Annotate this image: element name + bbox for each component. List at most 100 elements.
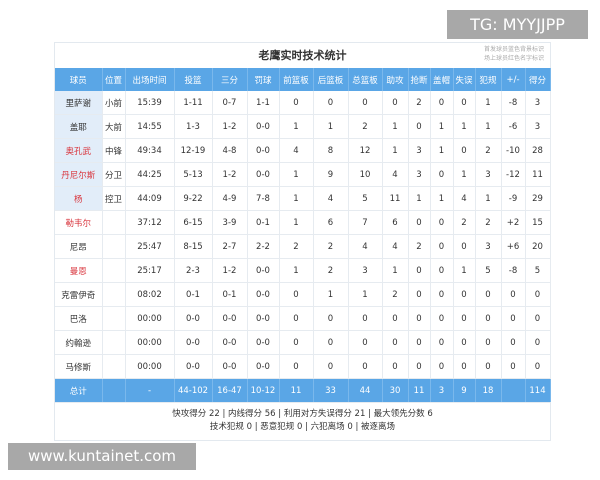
total-cell: 11 [408, 378, 431, 403]
total-cell: 114 [525, 378, 551, 403]
stat-cell: 1 [279, 162, 314, 187]
legend-note-on-court: 场上球员红色名字标识 [483, 55, 544, 62]
total-cell: - [125, 378, 175, 403]
panel-title-text: 老鹰实时技术统计 [258, 49, 347, 62]
stat-cell: 4-8 [212, 138, 248, 163]
stat-cell: 1-11 [174, 91, 213, 115]
stat-cell: 0-0 [174, 330, 213, 355]
total-cell: 30 [382, 378, 409, 403]
player-name[interactable]: 克雷伊奇 [55, 282, 103, 307]
column-header: 前篮板 [279, 68, 314, 91]
player-row: 约翰逊 00:00 0-0 0-0 0-0 0 0 0 0 0 0 0 0 0 0 [55, 330, 551, 355]
column-header: 球员 [55, 68, 103, 91]
stat-cell: 8-15 [174, 234, 213, 259]
stat-cell: 0 [408, 210, 431, 235]
player-name[interactable]: 马修斯 [55, 354, 103, 379]
total-label: 总计 [55, 378, 103, 403]
stat-cell: 25:47 [125, 234, 175, 259]
stat-cell: 2 [313, 234, 349, 259]
stat-cell: 0 [408, 306, 431, 331]
total-cell [501, 378, 526, 403]
stat-cell: 2 [408, 234, 431, 259]
stat-cell: 0 [279, 306, 314, 331]
stat-cell: 0-0 [174, 306, 213, 331]
player-name[interactable]: 曼恩 [55, 258, 103, 283]
tg-watermark: TG: MYYJJPP [447, 10, 588, 39]
stat-cell: 12 [348, 138, 383, 163]
stat-cell: 37:12 [125, 210, 175, 235]
player-name[interactable]: 盖耶 [55, 114, 103, 139]
stat-cell: 14:55 [125, 114, 175, 139]
header-row: 球员 位置 出场时间 投篮 三分 罚球 前篮板 后篮板 总篮板 助攻 抢断 盖帽 失误 犯规 +/- 得分 [55, 68, 551, 91]
stat-cell: 中锋 [102, 138, 126, 163]
column-header: 罚球 [247, 68, 280, 91]
stat-cell: 4 [313, 186, 349, 211]
stat-cell: 2 [279, 234, 314, 259]
player-name[interactable]: 尼昂 [55, 234, 103, 259]
player-name[interactable]: 里萨谢 [55, 91, 103, 115]
stat-cell: 10 [348, 162, 383, 187]
stat-cell: 0-1 [174, 282, 213, 307]
stat-cell: -8 [501, 91, 526, 115]
stat-cell: 15 [525, 210, 551, 235]
column-header: 总篮板 [348, 68, 383, 91]
stat-cell: 3 [525, 114, 551, 139]
stat-cell: 0 [279, 91, 314, 115]
player-name[interactable]: 巴洛 [55, 306, 103, 331]
stat-cell: 0 [313, 91, 349, 115]
stat-cell: 15:39 [125, 91, 175, 115]
stat-cell: 0 [313, 354, 349, 379]
total-cell: 10-12 [247, 378, 280, 403]
stat-cell: 0 [382, 306, 409, 331]
summary-footer: 快攻得分 22 | 内线得分 56 | 利用对方失误得分 21 | 最大领先分数… [55, 403, 550, 440]
stat-cell: 4 [382, 234, 409, 259]
stat-cell: 5 [475, 258, 502, 283]
stat-cell: 3 [348, 258, 383, 283]
player-name[interactable]: 奥孔武 [55, 138, 103, 163]
stat-cell: 1-3 [174, 114, 213, 139]
stat-cell: 4 [453, 186, 476, 211]
stat-cell: 0 [501, 306, 526, 331]
summary-line-2: 技术犯规 0 | 恶意犯规 0 | 六犯离场 0 | 被逐离场 [209, 422, 396, 432]
stat-cell: 00:00 [125, 354, 175, 379]
player-name[interactable]: 勒韦尔 [55, 210, 103, 235]
stat-cell [102, 210, 126, 235]
stat-cell: 5 [348, 186, 383, 211]
stat-cell: 2-3 [174, 258, 213, 283]
panel-title: 老鹰实时技术统计 首发球员蓝色背景标识 场上球员红色名字标识 [55, 43, 550, 68]
stat-cell: 分卫 [102, 162, 126, 187]
stat-cell: 1 [313, 114, 349, 139]
player-name[interactable]: 约翰逊 [55, 330, 103, 355]
stat-cell: 0 [501, 282, 526, 307]
stat-cell: 6 [382, 210, 409, 235]
stat-cell: 1 [453, 114, 476, 139]
player-name[interactable]: 丹尼尔斯 [55, 162, 103, 187]
stat-cell: 4-9 [212, 186, 248, 211]
stat-cell: 5 [525, 258, 551, 283]
column-header: 犯规 [475, 68, 502, 91]
stat-cell: 2 [475, 138, 502, 163]
column-header: 出场时间 [125, 68, 175, 91]
stat-cell: 0-7 [212, 91, 248, 115]
stat-cell: 1-2 [212, 258, 248, 283]
column-header: 助攻 [382, 68, 409, 91]
stat-cell: 00:00 [125, 306, 175, 331]
stat-cell: 0-0 [247, 354, 280, 379]
player-name[interactable]: 杨 [55, 186, 103, 211]
stat-cell: 1 [279, 114, 314, 139]
stat-cell: 0 [279, 354, 314, 379]
stat-cell: 1 [430, 186, 454, 211]
stat-cell: 0 [408, 330, 431, 355]
stat-cell: 0 [430, 306, 454, 331]
stat-cell: 49:34 [125, 138, 175, 163]
stat-cell: 1 [382, 114, 409, 139]
total-cell: 16-47 [212, 378, 248, 403]
stat-cell: 1 [348, 282, 383, 307]
column-header: 位置 [102, 68, 126, 91]
column-header: 后篮板 [313, 68, 349, 91]
stat-cell: 0 [348, 354, 383, 379]
stat-cell: 0 [430, 354, 454, 379]
stat-cell: 0-0 [247, 138, 280, 163]
stat-cell: 12-19 [174, 138, 213, 163]
column-header: 盖帽 [430, 68, 454, 91]
